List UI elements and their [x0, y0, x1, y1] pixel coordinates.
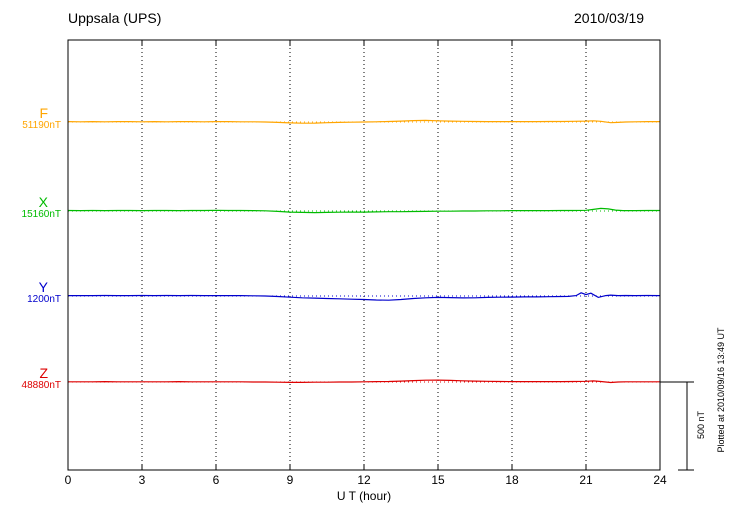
- series-letter-Z: Z: [39, 365, 48, 381]
- trace-X: [67, 207, 660, 214]
- trace-F: [67, 119, 660, 124]
- x-tick-label: 0: [64, 473, 72, 487]
- series-label-X: X 15160nT: [0, 195, 62, 220]
- plotted-timestamp: Plotted at 2010/09/16 13:49 UT: [716, 327, 726, 453]
- scale-bar-label: 500 nT: [696, 410, 706, 440]
- series-letter-Y: Y: [38, 279, 48, 295]
- series-baseline-value-F: 51190nT: [22, 119, 61, 131]
- trace-Z: [68, 379, 660, 384]
- series-letter-F: F: [39, 105, 48, 121]
- plot-date: 2010/03/19: [574, 10, 645, 26]
- series-label-Z: Z 48880nT: [0, 366, 62, 391]
- series-baseline-value-Y: 1200nT: [27, 293, 61, 305]
- x-axis-label: U T (hour): [336, 489, 392, 503]
- x-tick-label: 21: [579, 473, 593, 487]
- series-label-F: F 51190nT: [0, 106, 62, 131]
- plot-border: [67, 39, 661, 471]
- x-tick-label: 24: [653, 473, 667, 487]
- page-title: Uppsala (UPS): [68, 10, 162, 26]
- trace-Y: [68, 292, 661, 301]
- x-tick-label: 6: [212, 473, 220, 487]
- x-tick-label: 12: [357, 473, 371, 487]
- series-baseline-value-X: 15160nT: [21, 208, 61, 220]
- series-letter-X: X: [38, 194, 48, 210]
- x-tick-label: 18: [505, 473, 519, 487]
- x-tick-label: 3: [138, 473, 146, 487]
- x-tick-label: 9: [286, 473, 294, 487]
- x-tick-label: 15: [431, 473, 445, 487]
- series-baseline-value-Z: 48880nT: [21, 379, 61, 391]
- series-label-Y: Y 1200nT: [0, 280, 62, 305]
